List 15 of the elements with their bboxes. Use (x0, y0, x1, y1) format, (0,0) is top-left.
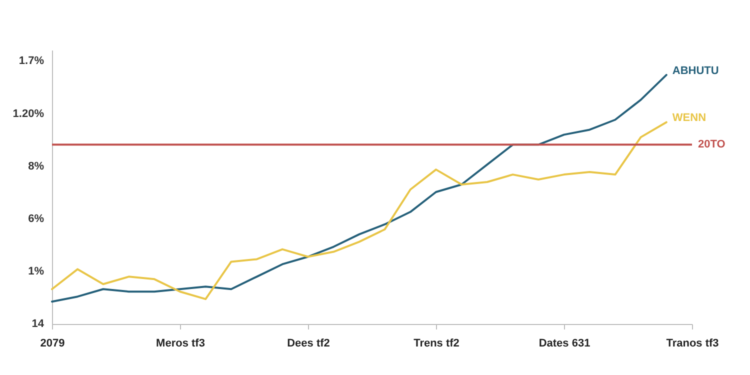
text: 8% (28, 160, 44, 172)
text: 14 (32, 318, 45, 330)
series-label: WENN (672, 112, 706, 124)
text: 1% (28, 265, 44, 278)
x-tick-label: Dates 631 (538, 338, 590, 350)
x-tick-label: Trens tf2 (414, 338, 460, 350)
series-label: ABHUTU (672, 64, 719, 77)
x-tick-label: Dees tf2 (287, 338, 330, 350)
text: 6% (28, 212, 44, 225)
text: 1.20% (12, 108, 44, 120)
x-tick-label: Meros tf3 (156, 338, 205, 350)
ref-line-label: 20TO (698, 138, 726, 151)
x-tick-label: Tranos tf3 (666, 338, 719, 350)
x-tick-label: 2079 (40, 338, 65, 350)
text: 1.7% (18, 55, 44, 68)
